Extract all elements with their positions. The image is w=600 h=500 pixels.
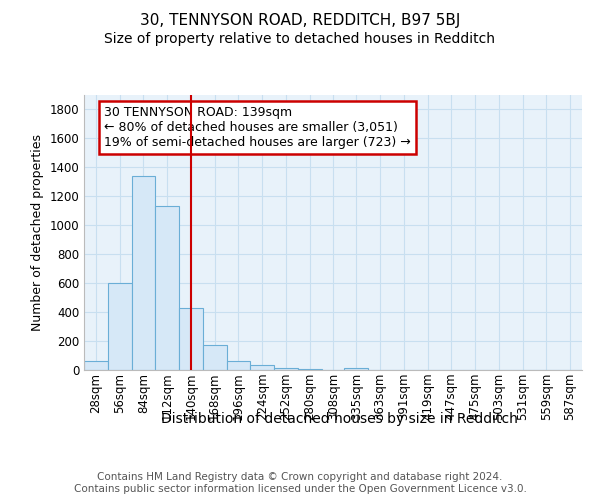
Y-axis label: Number of detached properties: Number of detached properties — [31, 134, 44, 331]
Text: 30 TENNYSON ROAD: 139sqm
← 80% of detached houses are smaller (3,051)
19% of sem: 30 TENNYSON ROAD: 139sqm ← 80% of detach… — [104, 106, 410, 149]
Bar — [131, 176, 155, 370]
Bar — [108, 283, 131, 370]
Text: Size of property relative to detached houses in Redditch: Size of property relative to detached ho… — [104, 32, 496, 46]
Text: Distribution of detached houses by size in Redditch: Distribution of detached houses by size … — [161, 412, 517, 426]
Text: Contains HM Land Registry data © Crown copyright and database right 2024.
Contai: Contains HM Land Registry data © Crown c… — [74, 472, 526, 494]
Bar — [155, 206, 179, 370]
Text: 30, TENNYSON ROAD, REDDITCH, B97 5BJ: 30, TENNYSON ROAD, REDDITCH, B97 5BJ — [140, 12, 460, 28]
Bar — [274, 368, 298, 370]
Bar — [250, 365, 274, 370]
Bar — [344, 368, 368, 370]
Bar — [84, 362, 108, 370]
Bar — [179, 308, 203, 370]
Bar — [227, 362, 250, 370]
Bar — [203, 346, 227, 370]
